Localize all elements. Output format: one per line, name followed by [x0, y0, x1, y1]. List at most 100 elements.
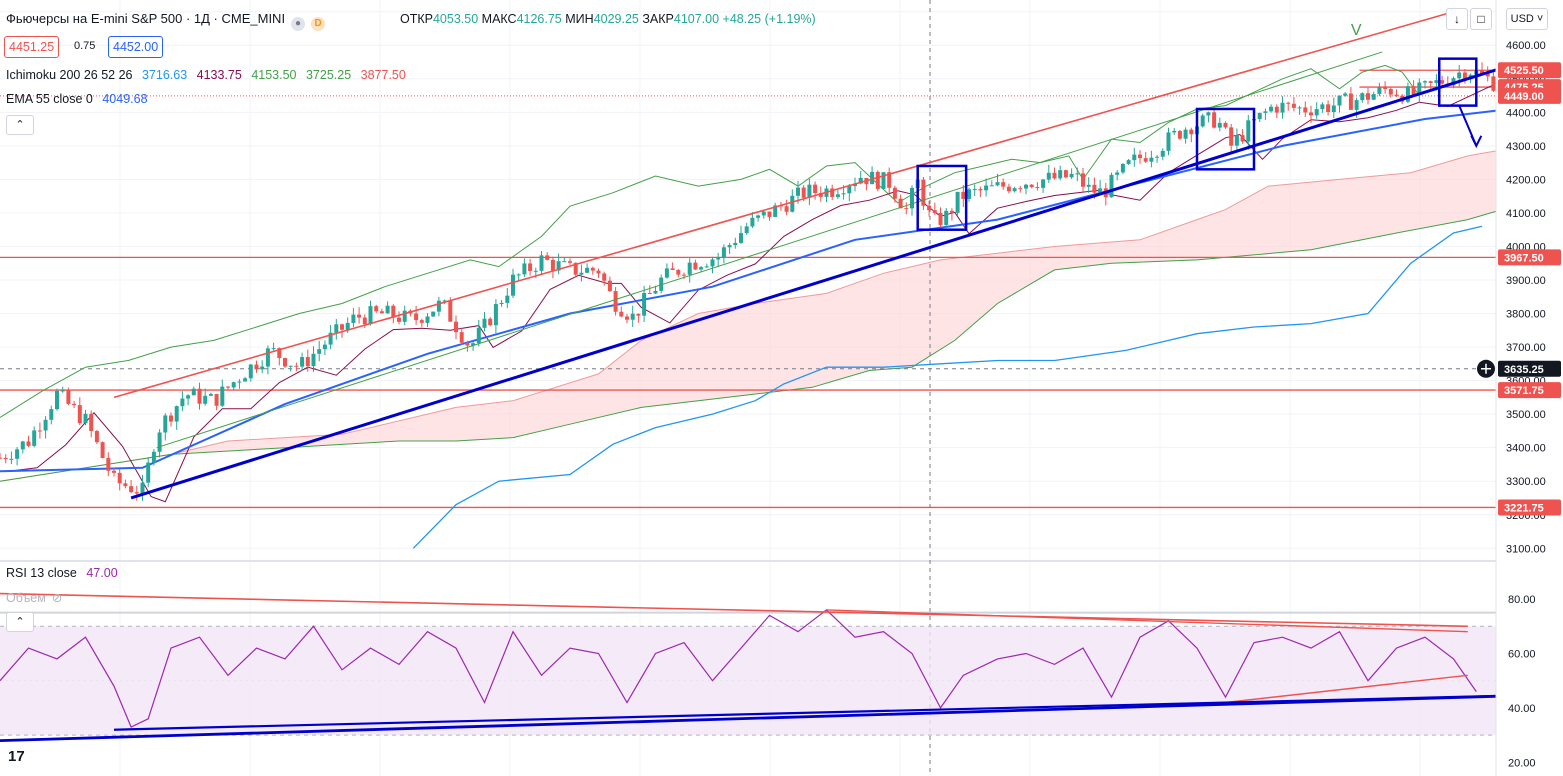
candle-body — [1462, 72, 1467, 80]
volume-legend[interactable]: Объём ⊘ — [6, 590, 68, 605]
eye-crossed-icon[interactable]: ⊘ — [51, 591, 63, 605]
candle-body — [499, 302, 504, 305]
candle-body — [243, 378, 248, 382]
rsi-upper-trend-line — [1225, 674, 1468, 704]
candle-body — [625, 316, 629, 320]
ema-name: EMA 55 close 0 — [6, 92, 93, 106]
candle-body — [1200, 115, 1205, 127]
eye-icon[interactable]: ● — [291, 17, 306, 31]
candle-body — [767, 211, 772, 217]
candle-body — [134, 492, 139, 494]
candle-body — [921, 179, 926, 206]
candle-body — [0, 457, 2, 459]
currency-label: USD — [1510, 13, 1534, 25]
candle-body — [699, 267, 704, 270]
candle-body — [77, 405, 82, 424]
candle-body — [203, 395, 208, 404]
candle-body — [414, 313, 419, 321]
candle-body — [20, 441, 25, 450]
candle-body — [813, 184, 818, 194]
candle-body — [260, 366, 265, 370]
candle-body — [397, 317, 401, 322]
data-source-badge[interactable]: D — [311, 17, 326, 31]
price-label-box — [1498, 499, 1561, 516]
candle-body — [1297, 107, 1302, 109]
candle-body — [220, 386, 225, 406]
candle-body — [1069, 173, 1074, 178]
highlight-box — [916, 164, 968, 231]
candle-body — [550, 259, 555, 271]
candle-body — [1286, 102, 1291, 104]
download-icon[interactable]: ↓ — [1446, 8, 1468, 30]
candle-body — [288, 365, 293, 367]
price-label-text: 3571.75 — [1504, 385, 1544, 397]
buy-price-button[interactable]: 4452.00 — [108, 36, 164, 58]
candle-body — [1388, 89, 1393, 95]
fullscreen-icon[interactable]: □ — [1470, 8, 1492, 30]
candle-body — [1115, 172, 1120, 175]
currency-select[interactable]: USD ˅ — [1506, 8, 1548, 30]
rsi-tick-label: 80.00 — [1508, 594, 1536, 606]
candle-body — [391, 305, 396, 318]
candle-body — [1480, 70, 1484, 74]
ema-legend[interactable]: EMA 55 close 0 4049.68 — [6, 92, 154, 106]
candle-body — [875, 171, 880, 189]
candle-body — [214, 393, 219, 406]
candle-body — [431, 311, 436, 317]
candle-body — [995, 182, 1000, 186]
candle-body — [790, 195, 795, 212]
channel-top-line — [113, 10, 1454, 399]
candle-body — [927, 205, 932, 211]
ohlc-low: 4029.25 — [593, 12, 639, 26]
candle-body — [351, 314, 356, 323]
candle-body — [1063, 170, 1068, 178]
candle-body — [106, 457, 111, 471]
candle-body — [1263, 111, 1268, 113]
candle-body — [191, 388, 196, 396]
candle-body — [43, 419, 48, 431]
ema-line — [0, 108, 1511, 473]
price-tick-label: 4600.00 — [1506, 40, 1546, 52]
price-tick-label: 4300.00 — [1506, 141, 1546, 153]
candle-body — [1041, 179, 1046, 188]
price-label-box — [1498, 62, 1561, 79]
candle-body — [1394, 94, 1399, 96]
candle-body — [511, 274, 515, 296]
candle-body — [972, 189, 977, 191]
rsi-support-line-2 — [113, 693, 1563, 731]
sell-price-button[interactable]: 4451.25 — [4, 36, 60, 58]
candle-body — [174, 406, 179, 422]
candle-body — [870, 171, 875, 185]
candle-body — [1058, 170, 1063, 179]
collapse-rsi-legend-button[interactable]: ⌃ — [6, 612, 34, 632]
candle-body — [1343, 93, 1348, 96]
candle-body — [1337, 95, 1342, 106]
tradingview-logo-icon[interactable]: 17 — [8, 748, 25, 765]
candle-body — [721, 247, 726, 258]
candle-body — [807, 184, 812, 198]
candle-body — [1246, 120, 1251, 142]
candle-body — [1149, 157, 1154, 162]
candle-body — [835, 194, 840, 197]
rsi-value: 47.00 — [86, 566, 118, 580]
rsi-legend[interactable]: RSI 13 close 47.00 — [6, 566, 124, 580]
candle-body — [744, 226, 749, 234]
candle-body — [1035, 187, 1040, 189]
collapse-legend-button[interactable]: ⌃ — [6, 115, 34, 135]
candle-body — [1143, 158, 1148, 162]
ichimoku-name: Ichimoku 200 26 52 26 — [6, 68, 133, 82]
ichimoku-legend[interactable]: Ichimoku 200 26 52 26 3716.63 4133.75 41… — [6, 68, 412, 82]
candle-body — [1189, 129, 1194, 135]
candle-body — [1240, 135, 1245, 142]
candle-body — [619, 311, 624, 317]
ohlc-high: 4126.75 — [516, 12, 562, 26]
candle-body — [1217, 122, 1222, 128]
candle-body — [505, 295, 510, 303]
candle-body — [186, 395, 191, 399]
candle-body — [283, 358, 287, 367]
symbol-title[interactable]: Фьючерсы на E-mini S&P 500 · 1Д · CME_MI… — [6, 11, 326, 31]
candle-body — [1491, 76, 1496, 91]
candle-body — [1029, 184, 1034, 188]
channel-mid-line — [156, 51, 1383, 449]
